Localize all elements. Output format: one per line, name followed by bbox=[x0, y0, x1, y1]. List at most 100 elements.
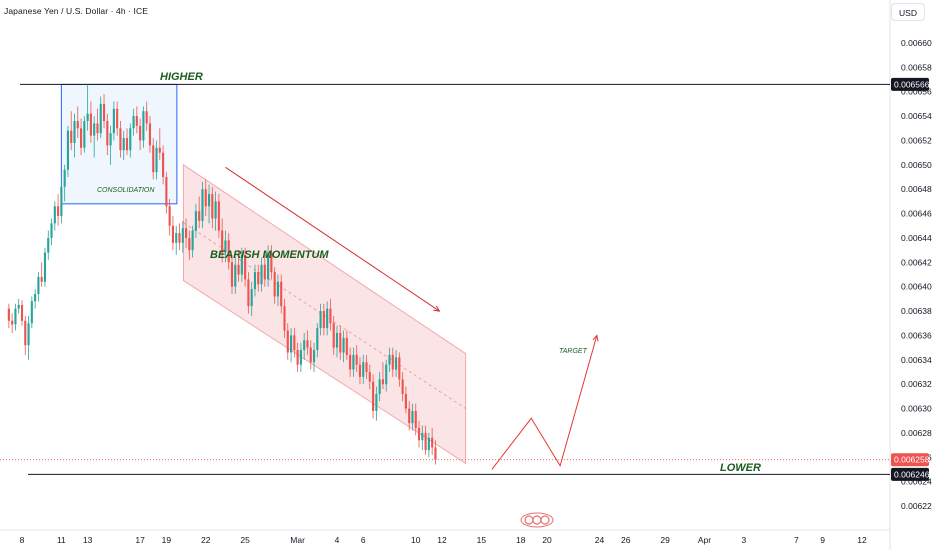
candle bbox=[148, 116, 152, 153]
price-label-text: 0.006566 bbox=[894, 79, 930, 89]
candle bbox=[381, 362, 385, 390]
candle bbox=[349, 347, 352, 377]
candle bbox=[106, 113, 109, 156]
candle-body bbox=[237, 264, 240, 275]
x-tick-label: 17 bbox=[135, 535, 145, 545]
candle-body bbox=[139, 125, 142, 141]
candle-body bbox=[424, 432, 427, 450]
candle bbox=[358, 357, 362, 385]
candle-body bbox=[175, 233, 178, 243]
candle bbox=[27, 315, 30, 360]
candle bbox=[178, 223, 181, 251]
candle-body bbox=[76, 120, 79, 129]
candle-body bbox=[322, 311, 325, 329]
candle-body bbox=[276, 281, 280, 297]
candle bbox=[89, 101, 92, 143]
playback-icon[interactable] bbox=[520, 512, 554, 528]
candle bbox=[257, 264, 260, 292]
candle bbox=[184, 218, 188, 248]
candle bbox=[431, 428, 434, 455]
candle-body bbox=[112, 108, 115, 134]
candle-body bbox=[306, 340, 309, 348]
candle bbox=[96, 108, 99, 141]
candle-body bbox=[408, 408, 411, 424]
candle bbox=[263, 255, 266, 287]
x-tick-label: 12 bbox=[437, 535, 447, 545]
candle-body bbox=[89, 113, 92, 136]
candle-body bbox=[125, 138, 129, 151]
candle-body bbox=[421, 432, 424, 441]
candle-body bbox=[83, 120, 86, 148]
candle-body bbox=[40, 276, 43, 282]
candle bbox=[139, 118, 142, 151]
candle-body bbox=[411, 410, 414, 424]
candle-body bbox=[378, 379, 381, 394]
candle-body bbox=[79, 128, 83, 148]
candle-body bbox=[70, 130, 73, 143]
candle bbox=[198, 196, 201, 229]
chart-title: Japanese Yen / U.S. Dollar · 4h · ICE bbox=[4, 6, 149, 16]
candle-body bbox=[355, 354, 358, 365]
currency-button[interactable]: USD bbox=[891, 3, 925, 21]
candle bbox=[158, 128, 161, 160]
x-tick-label: 29 bbox=[660, 535, 670, 545]
x-tick-label: Mar bbox=[290, 535, 305, 545]
candle-body bbox=[132, 116, 135, 129]
candle bbox=[244, 247, 247, 287]
candle bbox=[119, 120, 122, 158]
candle-body bbox=[24, 320, 27, 346]
candle-body bbox=[63, 169, 66, 187]
candle-body bbox=[299, 350, 302, 365]
price-label-box bbox=[891, 453, 929, 467]
candle bbox=[280, 274, 283, 314]
candle-body bbox=[145, 111, 148, 124]
candle-body bbox=[165, 177, 168, 207]
candle-body bbox=[434, 447, 437, 460]
candle-body bbox=[142, 111, 145, 141]
candle bbox=[83, 116, 86, 153]
candle bbox=[289, 328, 293, 363]
candle bbox=[421, 425, 424, 450]
candle bbox=[53, 201, 56, 231]
candle-body bbox=[234, 264, 237, 287]
candle-body bbox=[158, 147, 161, 153]
x-tick-label: 26 bbox=[621, 535, 631, 545]
candle-body bbox=[319, 311, 322, 329]
candle bbox=[155, 140, 158, 180]
candle bbox=[230, 255, 234, 294]
candle-body bbox=[96, 123, 99, 134]
candle-body bbox=[227, 240, 230, 263]
x-tick-label: 24 bbox=[595, 535, 605, 545]
candle-body bbox=[332, 323, 335, 348]
candle bbox=[434, 440, 437, 465]
candle-body bbox=[365, 362, 368, 372]
candle bbox=[47, 230, 50, 260]
candle-body bbox=[14, 308, 17, 325]
candle bbox=[362, 354, 365, 385]
candle-body bbox=[263, 264, 266, 280]
candle-body bbox=[362, 362, 365, 377]
candle bbox=[355, 345, 358, 372]
candle bbox=[417, 420, 421, 448]
candle-body bbox=[181, 228, 184, 243]
candle-body bbox=[122, 138, 125, 151]
candle-body bbox=[207, 194, 211, 207]
candle bbox=[191, 225, 194, 258]
candle-body bbox=[394, 357, 398, 370]
candle-body bbox=[309, 347, 312, 363]
price-label-box bbox=[891, 77, 929, 91]
candle bbox=[99, 96, 102, 139]
candle-body bbox=[106, 120, 109, 146]
candle-body bbox=[201, 189, 204, 221]
candle-body bbox=[73, 120, 76, 143]
candle bbox=[345, 330, 348, 360]
candle-body bbox=[326, 308, 329, 329]
candle bbox=[388, 347, 391, 372]
candle bbox=[224, 230, 227, 263]
candle-body bbox=[116, 108, 119, 129]
candle-body bbox=[414, 410, 417, 429]
candle bbox=[70, 111, 73, 151]
